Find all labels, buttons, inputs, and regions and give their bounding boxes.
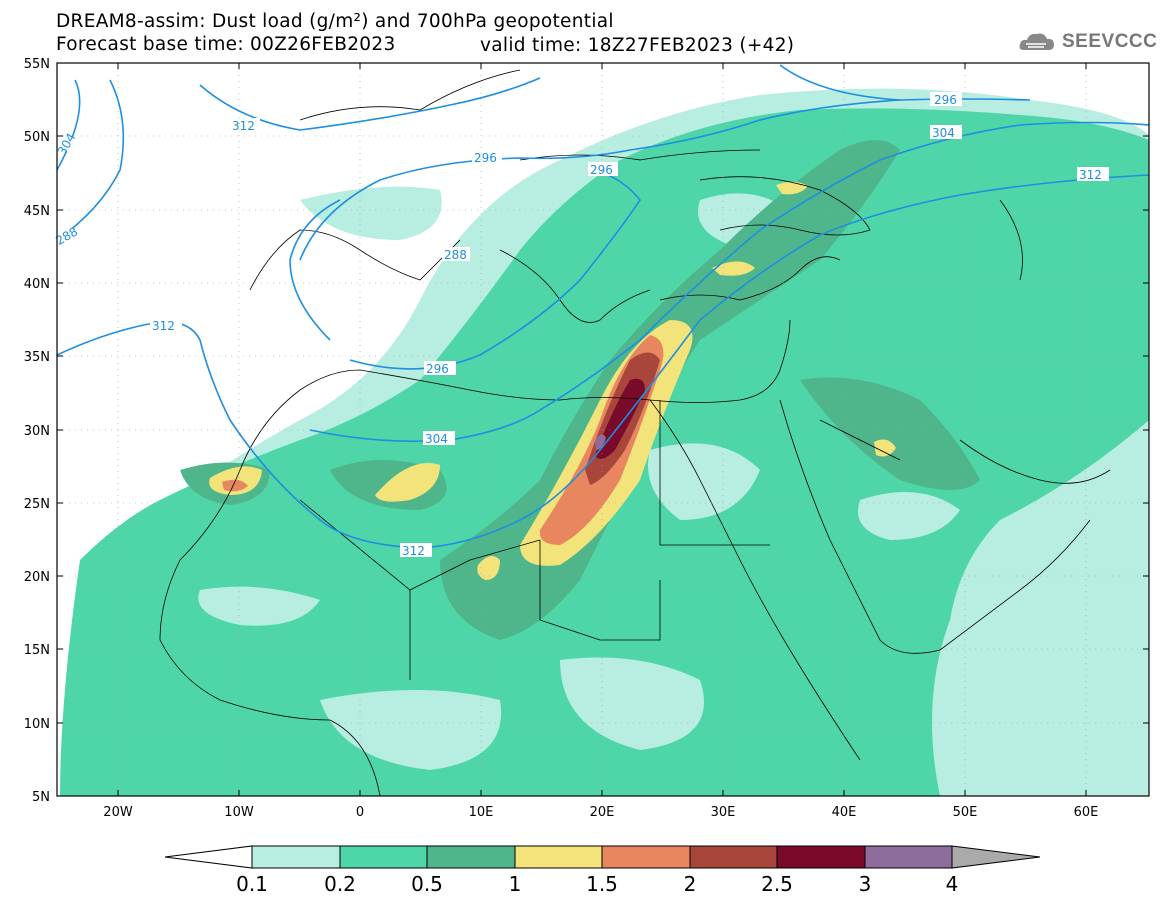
lon-label: 30E: [711, 805, 736, 820]
grid: [57, 63, 1149, 796]
colorbar-label: 2.5: [761, 872, 793, 896]
lon-label: 20W: [103, 805, 133, 820]
lon-axis: 20W 10W 0 10E 20E 30E 40E 50E 60E: [103, 805, 1098, 820]
contour-label: 312: [402, 544, 425, 558]
lon-label: 60E: [1074, 805, 1099, 820]
lat-label: 5N: [32, 790, 50, 805]
lat-label: 50N: [24, 130, 50, 145]
logo-text: SEEVCCC: [1062, 31, 1158, 52]
contour-label: 296: [474, 151, 497, 165]
contour-label: 288: [444, 248, 467, 262]
colorbar-bin: [864, 845, 953, 869]
colorbar-labels: 0.1 0.2 0.5 1 1.5 2 2.5 3 4: [236, 872, 958, 896]
lat-label: 20N: [24, 570, 50, 585]
lat-label: 15N: [24, 643, 50, 658]
colorbar-label: 0.1: [236, 872, 268, 896]
lat-label: 35N: [24, 350, 50, 365]
colorbar-label: 4: [946, 872, 959, 896]
coastlines: [159, 69, 1111, 796]
contour-label: 296: [934, 93, 957, 107]
lon-label: 10W: [224, 805, 254, 820]
lat-label: 45N: [24, 204, 50, 219]
lon-label: 20E: [590, 805, 615, 820]
lon-label: 0: [356, 805, 364, 820]
colorbar-bin: [426, 845, 516, 869]
colorbar-label: 1: [509, 872, 522, 896]
colorbar-bin: [339, 845, 428, 869]
contour-labels: 312 296 304 288 288 296 296 312 296 304 …: [53, 92, 1109, 558]
chart-title: DREAM8-assim: Dust load (g/m²) and 700hP…: [56, 11, 614, 32]
colorbar-label: 1.5: [586, 872, 618, 896]
colorbar-label: 2: [684, 872, 697, 896]
dust-field: [57, 63, 1149, 796]
colorbar-label: 0.2: [324, 872, 356, 896]
colorbar-high-arrow: [951, 845, 1041, 869]
lon-label: 10E: [469, 805, 494, 820]
ticks: [57, 63, 1149, 796]
contour-label: 296: [426, 362, 449, 376]
lon-label: 40E: [832, 805, 857, 820]
forecast-base-time: Forecast base time: 00Z26FEB2023: [56, 34, 396, 55]
colorbar-bin: [689, 845, 778, 869]
lon-label: 50E: [953, 805, 978, 820]
colorbar-label: 0.5: [411, 872, 443, 896]
colorbar-bin: [601, 845, 691, 869]
colorbar-label: 3: [859, 872, 872, 896]
contour-label: 312: [152, 319, 175, 333]
colorbar: [164, 845, 1041, 869]
contour-label: 296: [590, 163, 613, 177]
colorbar-bin: [251, 845, 341, 869]
cloud-icon: [1019, 33, 1054, 50]
contour-label: 312: [232, 119, 255, 133]
colorbar-bin: [776, 845, 866, 869]
lat-axis: 55N 50N 45N 40N 35N 30N 25N 20N 15N 10N …: [24, 57, 50, 805]
valid-time: valid time: 18Z27FEB2023 (+42): [480, 35, 795, 56]
contour-label: 304: [932, 126, 955, 140]
lat-label: 55N: [24, 57, 50, 72]
lat-label: 10N: [24, 717, 50, 732]
colorbar-bin: [514, 845, 603, 869]
colorbar-low-arrow: [164, 845, 253, 869]
contour-label: 312: [1079, 168, 1102, 182]
contour-label: 304: [425, 432, 448, 446]
lat-label: 25N: [24, 497, 50, 512]
lat-label: 30N: [24, 424, 50, 439]
lat-label: 40N: [24, 277, 50, 292]
